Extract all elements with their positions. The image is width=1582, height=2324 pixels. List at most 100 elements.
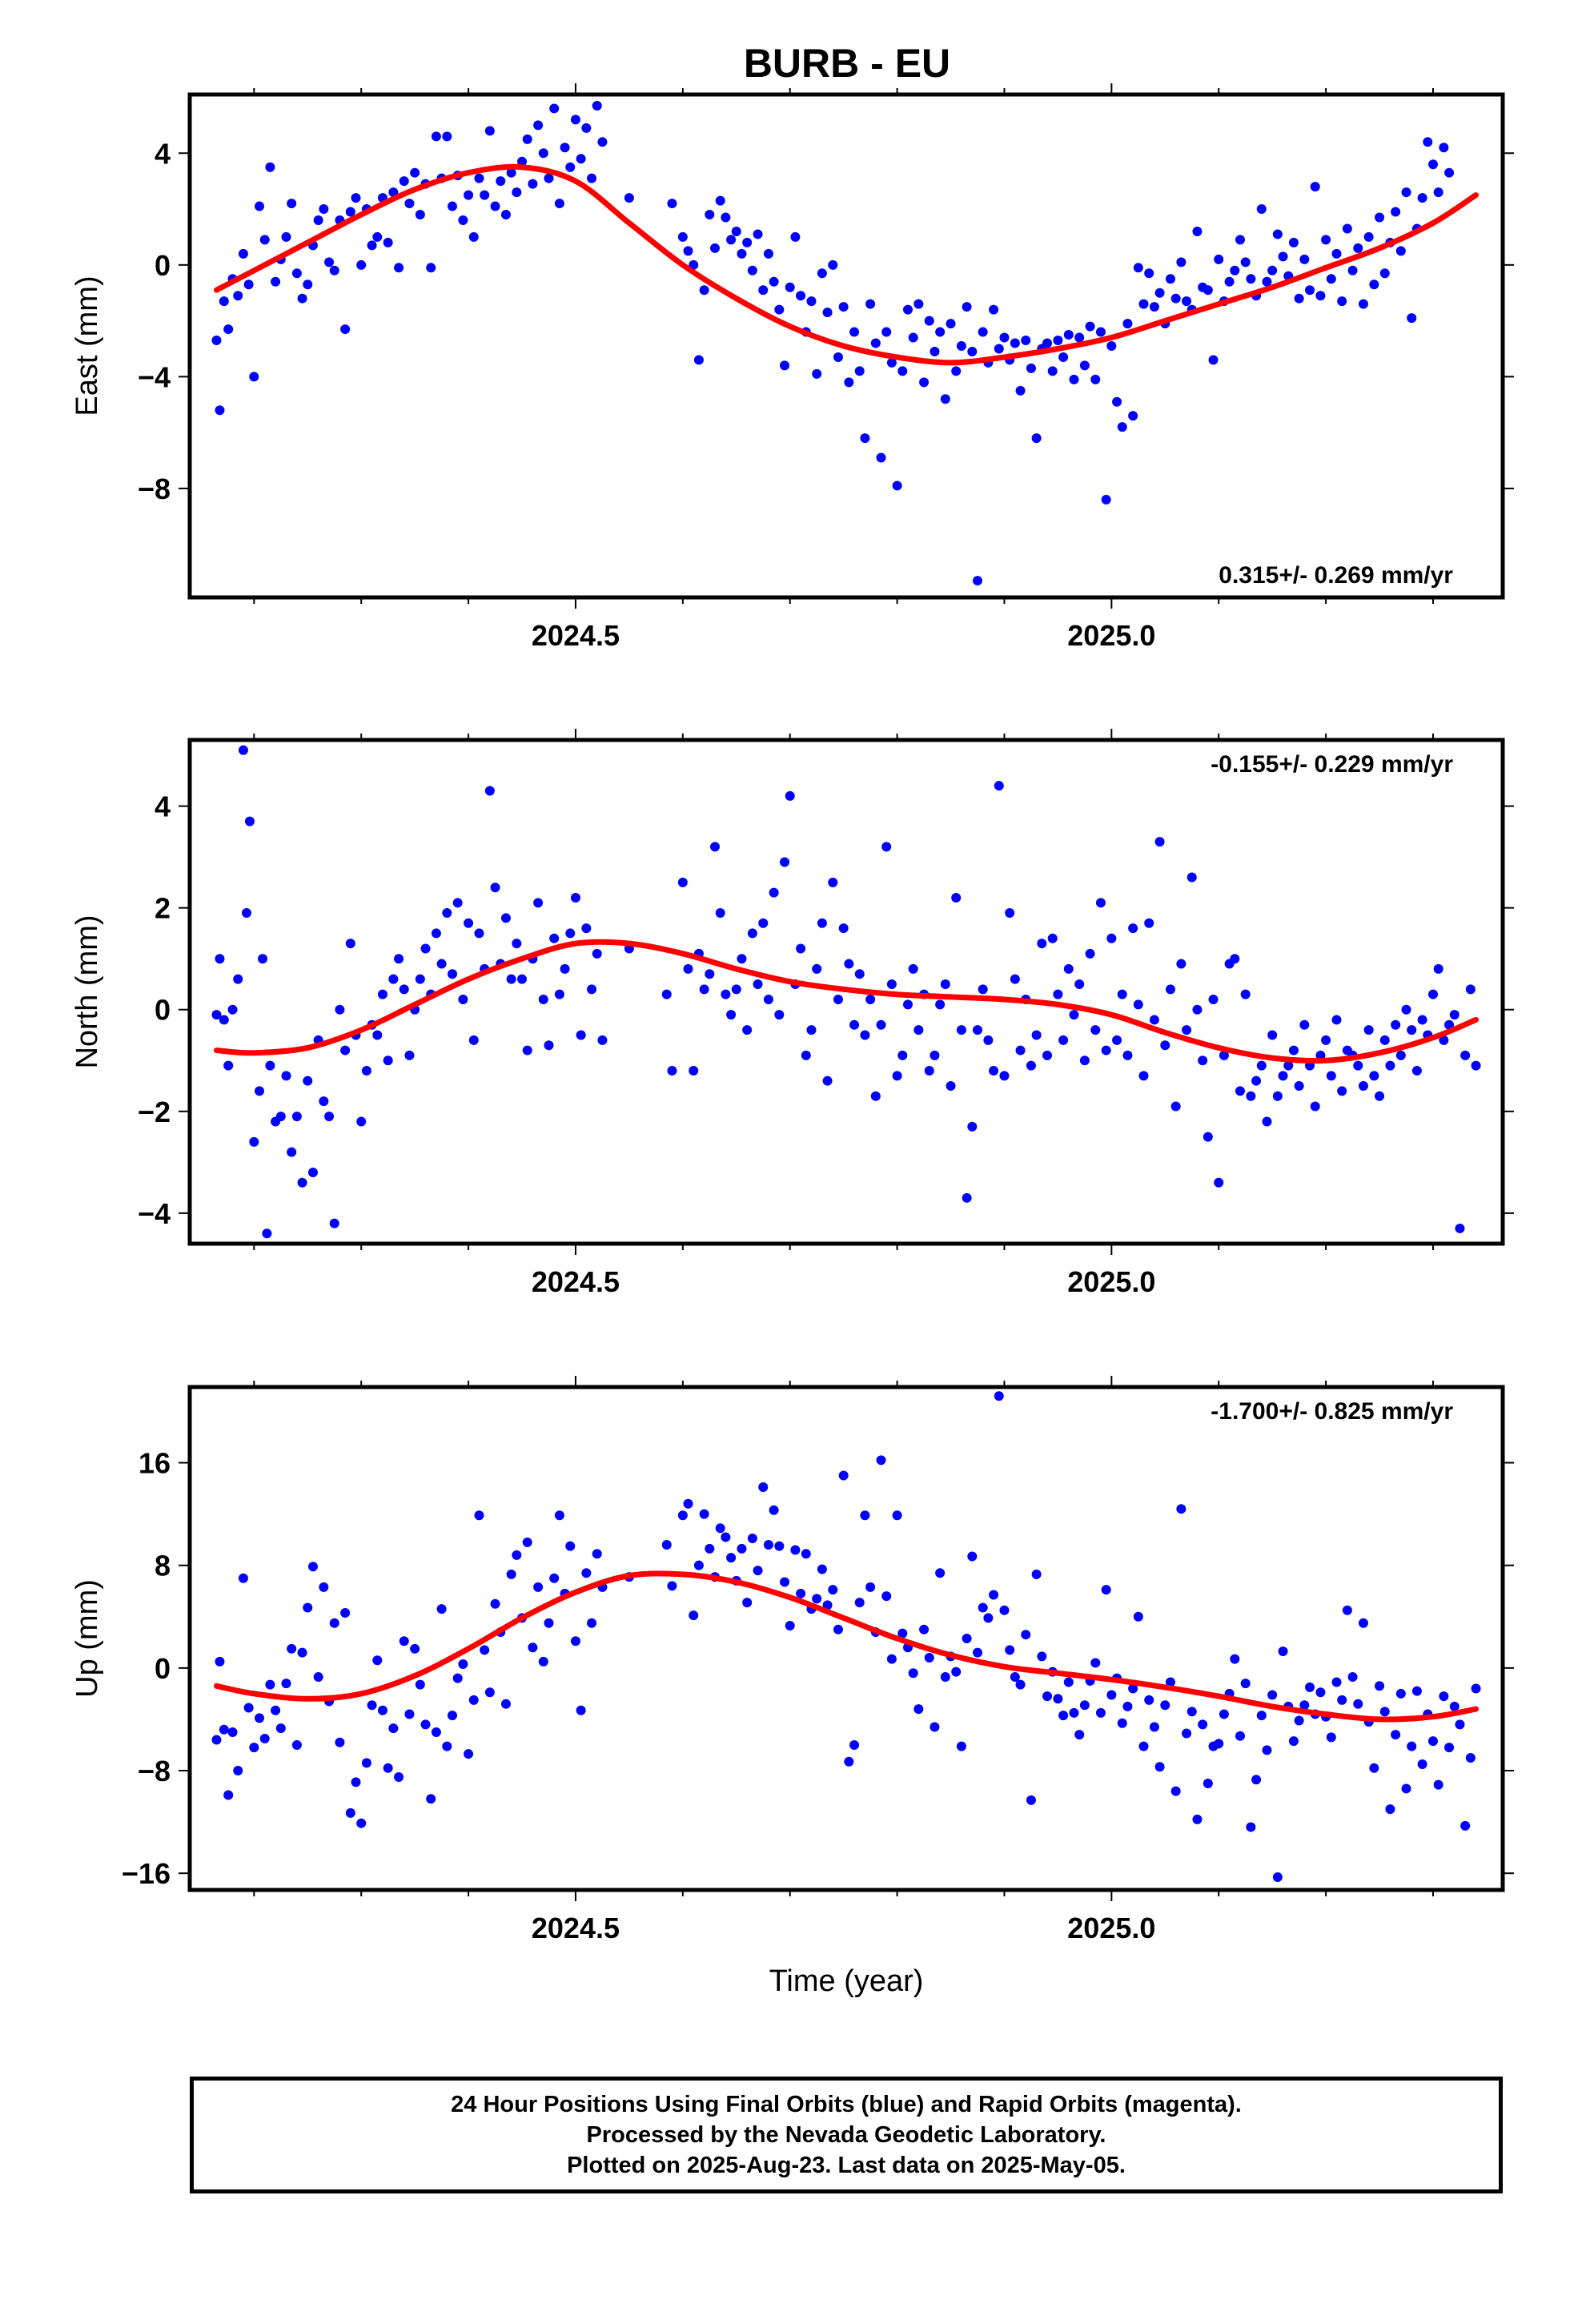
data-point [307,1562,318,1572]
data-point [935,1568,946,1578]
y-tick-label: −4 [138,1197,171,1230]
data-point [838,923,849,934]
data-point [1021,336,1031,346]
data-point [1074,979,1085,989]
data-point [946,319,956,329]
data-point [1401,1783,1411,1794]
data-point [538,148,548,159]
data-point [1128,923,1138,934]
data-point [1375,212,1385,223]
data-point [1246,1822,1256,1832]
data-point [587,984,597,995]
data-point [1439,143,1449,153]
data-point [383,237,393,247]
data-point [367,240,377,251]
data-point [223,1790,234,1800]
data-point [693,1560,704,1570]
data-point [1138,299,1149,309]
east-panel: 2024.5 2025.0 4 0 −4 −8 East (mm) 0.315+/- 0.26… [70,83,1514,652]
data-point [1246,274,1256,284]
data-point [1015,1045,1026,1055]
y-axis-label: North (mm) [70,915,104,1068]
data-point [287,1147,297,1157]
data-point [1401,187,1411,198]
data-point [496,176,506,187]
data-point [1321,235,1331,245]
data-point [1053,989,1063,999]
data-point [431,1727,441,1737]
data-point [1326,274,1336,284]
data-point [994,1391,1004,1401]
data-point [480,1645,490,1655]
data-point [1262,1116,1272,1127]
data-point [329,1618,339,1628]
data-point [924,1653,934,1663]
data-point [726,1553,737,1563]
data-point [587,173,597,183]
data-point [1122,1050,1133,1060]
data-point [677,231,688,242]
data-point [383,1055,393,1066]
data-point [726,1010,737,1020]
data-point [549,933,560,943]
data-point [377,1705,387,1715]
data-point [313,215,323,225]
data-point [828,877,838,887]
data-point [223,1060,234,1071]
data-point [1375,1681,1385,1691]
data-point [1455,1223,1465,1233]
data-point [1063,1677,1074,1687]
data-point [361,1758,371,1768]
data-point [287,1643,297,1654]
data-point [1240,989,1251,999]
data-point [1133,1611,1143,1622]
data-point [1278,1647,1288,1657]
data-point [822,1076,833,1086]
data-point [769,276,779,287]
data-point [1315,1687,1326,1698]
data-point [1214,254,1224,264]
data-point [1375,1091,1385,1101]
data-point [1063,963,1074,974]
data-point [297,1177,307,1188]
data-point [367,1700,377,1711]
y-tick-label: 0 [155,1652,171,1685]
data-point [1353,1060,1363,1071]
data-point [967,1121,978,1132]
data-point [1465,984,1476,995]
data-point [1198,1719,1208,1730]
y-axis-label: Up (mm) [70,1579,104,1698]
data-point [838,1470,849,1481]
data-point [1369,279,1379,290]
data-point [812,1594,822,1604]
data-point [897,366,908,376]
data-point [319,1582,329,1592]
data-point [313,1672,323,1683]
data-point [1321,1035,1331,1045]
data-point [1342,223,1352,234]
data-point [500,1699,511,1709]
data-point [554,199,564,209]
data-point [1310,1101,1320,1112]
data-point [506,974,516,984]
data-point [989,1590,999,1600]
data-point [243,279,254,290]
data-point [1444,1743,1455,1753]
data-point [758,285,769,296]
data-point [512,939,522,949]
data-point [1401,1004,1411,1015]
data-point [324,1112,335,1122]
data-point [238,248,248,259]
data-point [238,1573,248,1583]
data-point [404,1709,415,1719]
data-point [356,1818,367,1828]
data-point [329,1218,339,1228]
data-point [892,480,902,491]
data-point [1363,1025,1374,1035]
data-point [560,143,570,153]
data-point [1315,1050,1326,1060]
footer-box: 24 Hour Positions Using Final Orbits (bl… [190,2077,1503,2193]
data-point [1015,1679,1026,1690]
data-point [319,204,329,215]
data-point [1331,1677,1342,1687]
